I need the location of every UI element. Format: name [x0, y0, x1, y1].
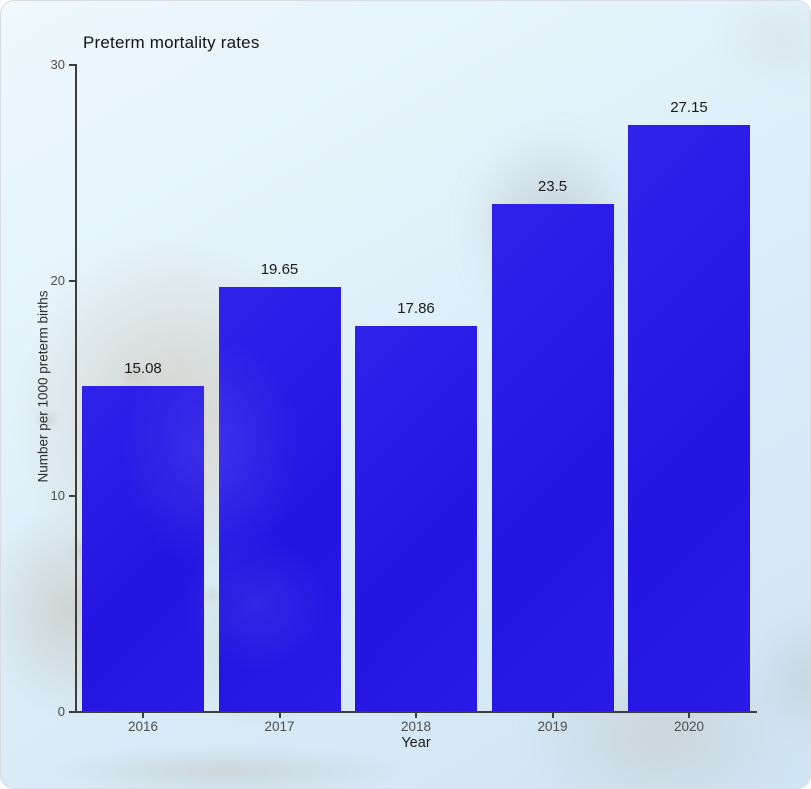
bar-2018: [355, 325, 477, 711]
bar-2016: [82, 385, 204, 711]
x-tick-label: 2020: [673, 719, 705, 734]
x-tick-label: 2016: [127, 719, 159, 734]
y-axis-tick: [69, 711, 75, 713]
x-axis-line: [75, 711, 757, 713]
x-axis-title: Year: [401, 735, 431, 751]
y-tick-label: 30: [50, 57, 65, 72]
y-axis-tick: [69, 64, 75, 66]
x-tick-label: 2018: [400, 719, 432, 734]
bar-2017: [218, 287, 341, 711]
chart-title: Preterm mortality rates: [83, 33, 260, 52]
y-axis-tick: [69, 279, 75, 282]
bar-2019: [491, 204, 614, 711]
x-axis-tick: [278, 713, 281, 718]
y-axis-title: Number per 1000 preterm births: [35, 289, 51, 483]
y-tick-label: 0: [57, 704, 65, 719]
bar-value-label: 15.08: [124, 359, 162, 377]
y-axis-line: [75, 64, 77, 713]
bar-value-label: 19.65: [260, 261, 299, 279]
x-axis-tick: [142, 713, 144, 718]
bar-value-label: 23.5: [537, 178, 568, 196]
x-tick-label: 2019: [537, 719, 568, 734]
x-axis-tick: [688, 713, 690, 718]
y-axis-tick: [69, 495, 75, 498]
bar-2020: [628, 125, 750, 711]
x-tick-label: 2017: [264, 719, 295, 734]
x-axis-tick: [551, 713, 554, 718]
bar-value-label: 17.86: [397, 299, 435, 317]
x-axis-tick: [415, 713, 417, 718]
bar-value-label: 27.15: [670, 99, 708, 117]
